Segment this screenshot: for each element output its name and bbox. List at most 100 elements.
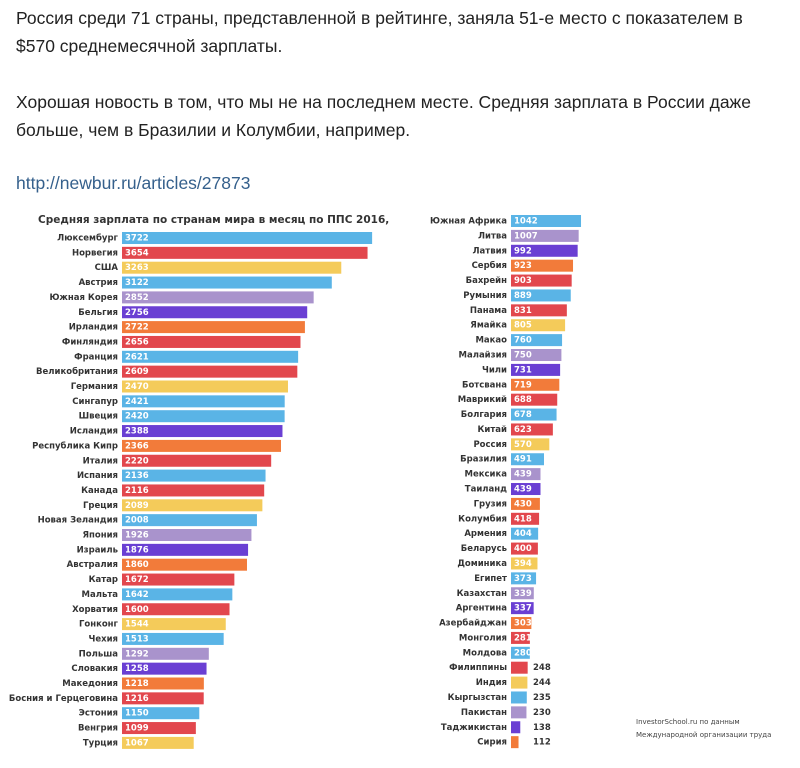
- value-label: 2470: [125, 382, 149, 392]
- category-label: Австрия: [79, 278, 118, 288]
- category-label: Бахрейн: [466, 276, 508, 286]
- value-label: 731: [514, 365, 532, 375]
- value-label: 1876: [125, 545, 149, 555]
- value-label: 2420: [125, 412, 149, 422]
- category-label: Эстония: [79, 709, 118, 719]
- value-label: 1600: [125, 605, 149, 615]
- value-label: 3263: [125, 263, 149, 273]
- bar: [511, 676, 528, 689]
- category-label: Ирландия: [69, 323, 118, 333]
- category-label: Азербайджан: [439, 618, 507, 629]
- value-label: 439: [514, 470, 532, 480]
- bar: [122, 499, 263, 512]
- value-label: 1216: [125, 694, 149, 704]
- bar: [511, 512, 540, 525]
- bar: [511, 334, 563, 347]
- bar: [511, 572, 537, 585]
- value-label: 248: [533, 663, 551, 673]
- category-label: Румыния: [463, 291, 507, 301]
- category-label: Гонконг: [79, 620, 119, 630]
- category-label: Бразилия: [460, 455, 507, 465]
- value-label: 1860: [125, 560, 149, 570]
- value-label: 2388: [125, 427, 149, 437]
- value-label: 760: [514, 336, 532, 346]
- category-label: Кыргызстан: [448, 693, 507, 703]
- category-label: Таджикистан: [441, 723, 507, 733]
- bar: [122, 365, 298, 378]
- category-label: Израиль: [77, 545, 118, 555]
- value-label: 138: [533, 723, 551, 733]
- category-label: Южная Корея: [49, 293, 118, 303]
- bar: [122, 439, 281, 452]
- bar: [511, 691, 527, 704]
- category-label: Испания: [77, 471, 118, 481]
- bar: [122, 736, 194, 749]
- category-label: Доминика: [457, 559, 507, 569]
- bar: [511, 527, 539, 540]
- category-label: Египет: [474, 574, 507, 584]
- value-label: 992: [514, 246, 532, 256]
- bar: [511, 363, 561, 376]
- category-label: Колумбия: [458, 513, 507, 524]
- value-label: 2852: [125, 293, 149, 303]
- value-label: 337: [514, 604, 532, 614]
- bar: [511, 215, 582, 227]
- bar: [511, 438, 550, 451]
- value-label: 1544: [125, 620, 149, 630]
- bar: [511, 319, 566, 332]
- bar: [122, 514, 257, 527]
- value-label: 2621: [125, 352, 149, 362]
- footnote: InvestorSchool.ru по данным: [636, 718, 740, 726]
- bar: [511, 259, 574, 272]
- category-label: Ямайка: [470, 321, 507, 331]
- category-label: Китай: [477, 425, 507, 435]
- category-label: Монголия: [459, 633, 507, 643]
- category-label: Босния и Герцеговина: [9, 694, 118, 704]
- category-label: Финляндия: [62, 337, 118, 347]
- bar: [511, 631, 530, 644]
- bar: [122, 647, 209, 660]
- category-label: Грузия: [474, 499, 507, 509]
- value-label: 339: [514, 589, 532, 599]
- value-label: 2116: [125, 486, 149, 496]
- value-label: 1099: [125, 724, 149, 734]
- value-label: 2220: [125, 456, 149, 466]
- value-label: 688: [514, 395, 532, 405]
- value-label: 1218: [125, 679, 149, 689]
- bar: [122, 707, 200, 720]
- bar: [122, 558, 247, 571]
- category-label: Польша: [79, 649, 119, 659]
- bar: [122, 454, 272, 467]
- category-label: Сербия: [472, 260, 507, 271]
- category-label: Казахстан: [457, 589, 508, 599]
- post-paragraph: Хорошая новость в том, что мы не на посл…: [16, 92, 751, 140]
- value-label: 404: [514, 529, 532, 539]
- bar: [122, 529, 252, 541]
- bar: [122, 276, 332, 289]
- bar: [122, 261, 342, 274]
- bar: [122, 573, 235, 586]
- bar: [122, 321, 305, 334]
- value-label: 903: [514, 276, 532, 286]
- bar: [122, 425, 283, 438]
- bar: [511, 617, 532, 630]
- bar: [511, 289, 571, 302]
- value-label: 2136: [125, 471, 149, 481]
- category-label: Венгрия: [78, 724, 118, 734]
- bar: [122, 588, 233, 601]
- bar: [511, 602, 534, 615]
- value-label: 1926: [125, 531, 149, 541]
- bar: [122, 543, 249, 556]
- post-link[interactable]: http://newbur.ru/articles/27873: [16, 173, 251, 193]
- category-label: Япония: [82, 531, 118, 541]
- bar: [122, 232, 373, 244]
- value-label: 623: [514, 425, 532, 435]
- value-label: 923: [514, 261, 532, 271]
- value-label: 3654: [125, 248, 149, 258]
- bar: [122, 410, 285, 423]
- category-label: Мальта: [82, 590, 119, 600]
- bar: [122, 662, 207, 675]
- bar: [511, 483, 541, 496]
- category-label: Македония: [62, 679, 118, 689]
- value-label: 112: [533, 738, 551, 748]
